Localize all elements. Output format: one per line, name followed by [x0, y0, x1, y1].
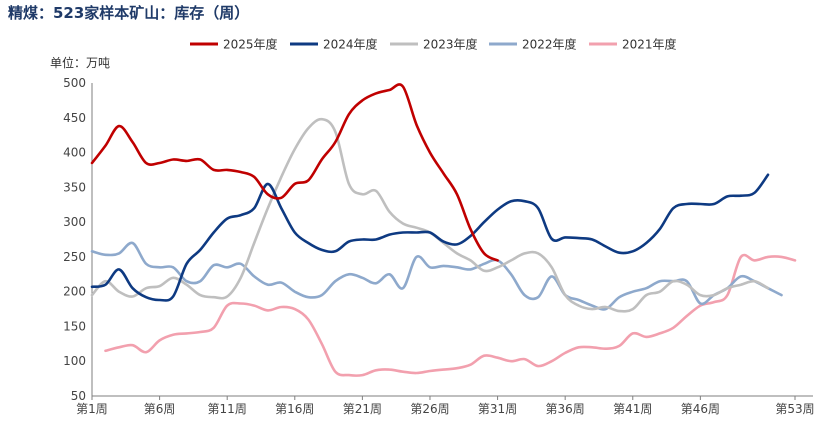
legend-label: 2022年度	[522, 37, 577, 52]
x-tick-label: 第31周	[478, 402, 517, 416]
series-line-4	[90, 241, 783, 311]
x-tick-label: 第41周	[613, 402, 652, 416]
y-tick-label: 300	[63, 215, 86, 229]
x-tick-label: 第53周	[775, 402, 814, 416]
y-tick-label: 150	[63, 319, 86, 333]
y-tick-label: 100	[63, 354, 86, 368]
x-tick-label: 第21周	[343, 402, 382, 416]
y-tick-label: 350	[63, 180, 86, 194]
legend-label: 2021年度	[622, 37, 677, 52]
series-lines	[90, 83, 797, 377]
y-tick-label: 200	[63, 285, 86, 299]
legend: 2025年度 2024年度 2023年度 2022年度 2021年度	[190, 37, 677, 52]
legend-label: 2024年度	[323, 37, 378, 52]
y-tick-label: 50	[71, 389, 86, 403]
y-tick-label: 450	[63, 111, 86, 125]
y-unit-label: 单位：万吨	[50, 56, 111, 70]
series-line-2	[90, 173, 770, 302]
x-tick-label: 第6周	[144, 402, 176, 416]
y-tick-label: 250	[63, 250, 86, 264]
x-tick-label: 第11周	[208, 402, 247, 416]
chart-title: 精煤：523家样本矿山：库存（周）	[8, 4, 250, 22]
series-line-5	[104, 253, 797, 377]
x-tick-label: 第16周	[275, 402, 314, 416]
series-line-1	[90, 83, 499, 262]
axes: 50 100 150 200 250 300 350 400 450 500 第1周 第6周 第11周 第…	[63, 76, 815, 416]
x-tick-label: 第1周	[76, 402, 108, 416]
legend-label: 2023年度	[423, 37, 478, 52]
x-tick-label: 第26周	[410, 402, 449, 416]
x-tick-label: 第36周	[546, 402, 585, 416]
legend-label: 2025年度	[223, 37, 278, 52]
y-tick-label: 400	[63, 146, 86, 160]
y-tick-label: 500	[63, 76, 86, 90]
x-tick-label: 第46周	[681, 402, 720, 416]
